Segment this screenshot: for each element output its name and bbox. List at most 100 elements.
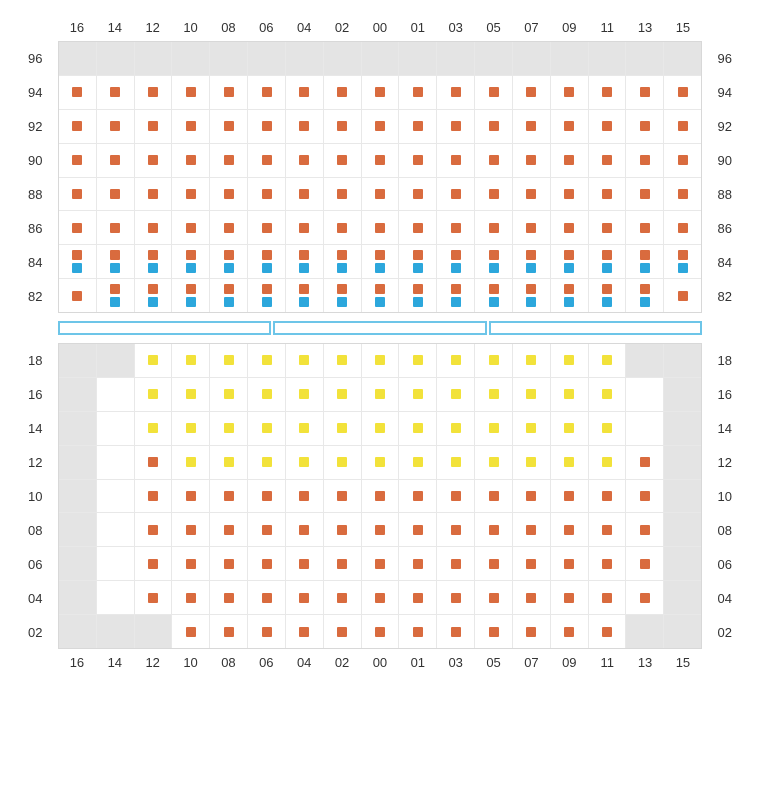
seat-cell[interactable] xyxy=(550,378,588,411)
seat-cell[interactable] xyxy=(474,344,512,377)
seat-cell[interactable] xyxy=(59,245,96,278)
seat-cell[interactable] xyxy=(361,178,399,211)
seat-cell[interactable] xyxy=(474,110,512,143)
seat-cell[interactable] xyxy=(588,480,626,513)
seat-cell[interactable] xyxy=(361,446,399,479)
seat-cell[interactable] xyxy=(285,615,323,648)
seat-cell[interactable] xyxy=(361,211,399,244)
seat-cell[interactable] xyxy=(361,76,399,109)
seat-cell[interactable] xyxy=(134,480,172,513)
seat-cell[interactable] xyxy=(550,245,588,278)
seat-cell[interactable] xyxy=(96,279,134,312)
seat-cell[interactable] xyxy=(209,581,247,614)
seat-cell[interactable] xyxy=(663,76,701,109)
seat-cell[interactable] xyxy=(588,378,626,411)
seat-cell[interactable] xyxy=(96,178,134,211)
seat-cell[interactable] xyxy=(323,446,361,479)
seat-cell[interactable] xyxy=(625,76,663,109)
seat-cell[interactable] xyxy=(398,480,436,513)
seat-cell[interactable] xyxy=(171,513,209,546)
seat-cell[interactable] xyxy=(588,513,626,546)
seat-cell[interactable] xyxy=(209,279,247,312)
seat-cell[interactable] xyxy=(134,110,172,143)
seat-cell[interactable] xyxy=(134,178,172,211)
seat-cell[interactable] xyxy=(323,513,361,546)
seat-cell[interactable] xyxy=(171,547,209,580)
seat-cell[interactable] xyxy=(625,144,663,177)
seat-cell[interactable] xyxy=(247,513,285,546)
seat-cell[interactable] xyxy=(588,245,626,278)
seat-cell[interactable] xyxy=(361,144,399,177)
seat-cell[interactable] xyxy=(625,446,663,479)
seat-cell[interactable] xyxy=(512,279,550,312)
seat-cell[interactable] xyxy=(474,615,512,648)
seat-cell[interactable] xyxy=(436,412,474,445)
seat-cell[interactable] xyxy=(323,378,361,411)
seat-cell[interactable] xyxy=(361,378,399,411)
seat-cell[interactable] xyxy=(59,178,96,211)
seat-cell[interactable] xyxy=(588,412,626,445)
seat-cell[interactable] xyxy=(550,76,588,109)
seat-cell[interactable] xyxy=(588,279,626,312)
seat-cell[interactable] xyxy=(512,480,550,513)
seat-cell[interactable] xyxy=(171,245,209,278)
seat-cell[interactable] xyxy=(247,76,285,109)
seat-cell[interactable] xyxy=(59,211,96,244)
seat-cell[interactable] xyxy=(625,279,663,312)
seat-cell[interactable] xyxy=(247,279,285,312)
seat-cell[interactable] xyxy=(361,110,399,143)
seat-cell[interactable] xyxy=(436,279,474,312)
seat-cell[interactable] xyxy=(474,279,512,312)
seat-cell[interactable] xyxy=(398,245,436,278)
seat-cell[interactable] xyxy=(247,110,285,143)
seat-cell[interactable] xyxy=(323,547,361,580)
seat-cell[interactable] xyxy=(625,581,663,614)
seat-cell[interactable] xyxy=(436,245,474,278)
seat-cell[interactable] xyxy=(512,412,550,445)
seat-cell[interactable] xyxy=(550,581,588,614)
seat-cell[interactable] xyxy=(323,211,361,244)
seat-cell[interactable] xyxy=(550,344,588,377)
seat-cell[interactable] xyxy=(134,547,172,580)
seat-cell[interactable] xyxy=(96,76,134,109)
seat-cell[interactable] xyxy=(512,178,550,211)
seat-cell[interactable] xyxy=(398,446,436,479)
seat-cell[interactable] xyxy=(323,245,361,278)
seat-cell[interactable] xyxy=(285,513,323,546)
seat-cell[interactable] xyxy=(96,110,134,143)
seat-cell[interactable] xyxy=(398,144,436,177)
seat-cell[interactable] xyxy=(134,412,172,445)
seat-cell[interactable] xyxy=(285,446,323,479)
seat-cell[interactable] xyxy=(474,178,512,211)
seat-cell[interactable] xyxy=(474,513,512,546)
seat-cell[interactable] xyxy=(625,480,663,513)
seat-cell[interactable] xyxy=(398,412,436,445)
seat-cell[interactable] xyxy=(398,279,436,312)
seat-cell[interactable] xyxy=(59,76,96,109)
seat-cell[interactable] xyxy=(474,446,512,479)
seat-cell[interactable] xyxy=(247,178,285,211)
seat-cell[interactable] xyxy=(247,378,285,411)
seat-cell[interactable] xyxy=(663,178,701,211)
seat-cell[interactable] xyxy=(625,245,663,278)
seat-cell[interactable] xyxy=(285,144,323,177)
seat-cell[interactable] xyxy=(323,279,361,312)
seat-cell[interactable] xyxy=(209,446,247,479)
seat-cell[interactable] xyxy=(550,480,588,513)
seat-cell[interactable] xyxy=(323,581,361,614)
seat-cell[interactable] xyxy=(663,211,701,244)
seat-cell[interactable] xyxy=(512,144,550,177)
seat-cell[interactable] xyxy=(436,378,474,411)
seat-cell[interactable] xyxy=(171,211,209,244)
seat-cell[interactable] xyxy=(323,412,361,445)
seat-cell[interactable] xyxy=(134,279,172,312)
seat-cell[interactable] xyxy=(474,581,512,614)
seat-cell[interactable] xyxy=(285,412,323,445)
seat-cell[interactable] xyxy=(285,245,323,278)
seat-cell[interactable] xyxy=(436,547,474,580)
seat-cell[interactable] xyxy=(436,513,474,546)
seat-cell[interactable] xyxy=(247,547,285,580)
seat-cell[interactable] xyxy=(171,480,209,513)
seat-cell[interactable] xyxy=(474,480,512,513)
seat-cell[interactable] xyxy=(512,378,550,411)
